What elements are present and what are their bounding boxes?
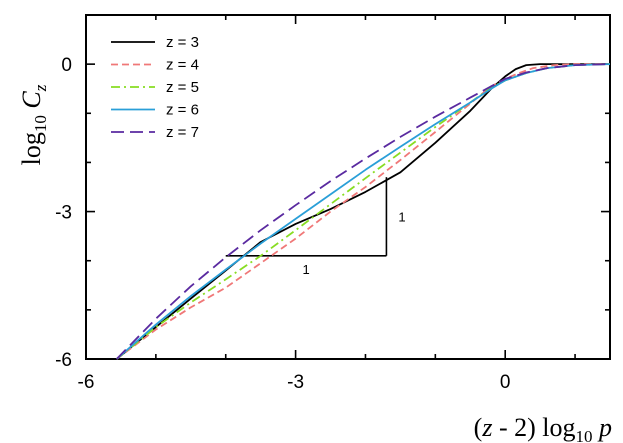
plot-frame: [85, 14, 611, 360]
y-tick-label: -6: [55, 350, 72, 371]
legend-label: z = 3: [166, 34, 199, 51]
y-axis-title: log10 Cz: [17, 84, 50, 165]
y-tick-label: 0: [61, 55, 72, 76]
series-lines: [116, 63, 611, 360]
series-line-z6: [116, 63, 611, 360]
slope-triangle: 1 1: [225, 177, 406, 277]
slope-run-label: 1: [302, 262, 309, 277]
slope-rise-label: 1: [398, 209, 405, 224]
series-line-z3: [116, 63, 610, 360]
tick-labels: -6 -3 0 -6 -3 0: [55, 55, 510, 393]
legend-label: z = 6: [166, 102, 199, 119]
legend: z = 3 z = 4 z = 5 z = 6 z = 7: [111, 34, 199, 141]
legend-label: z = 4: [166, 57, 199, 74]
series-line-z7: [116, 63, 611, 360]
legend-label: z = 5: [166, 79, 199, 96]
legend-label: z = 7: [166, 124, 199, 141]
x-tick-label: 0: [500, 372, 511, 393]
x-tick-label: -3: [287, 372, 304, 393]
series-line-z4: [116, 63, 610, 360]
x-axis-title: (z - 2) log10 p: [474, 413, 612, 443]
y-tick-label: -3: [55, 203, 72, 224]
axis-ticks: [85, 14, 610, 360]
x-tick-label: -6: [78, 372, 95, 393]
